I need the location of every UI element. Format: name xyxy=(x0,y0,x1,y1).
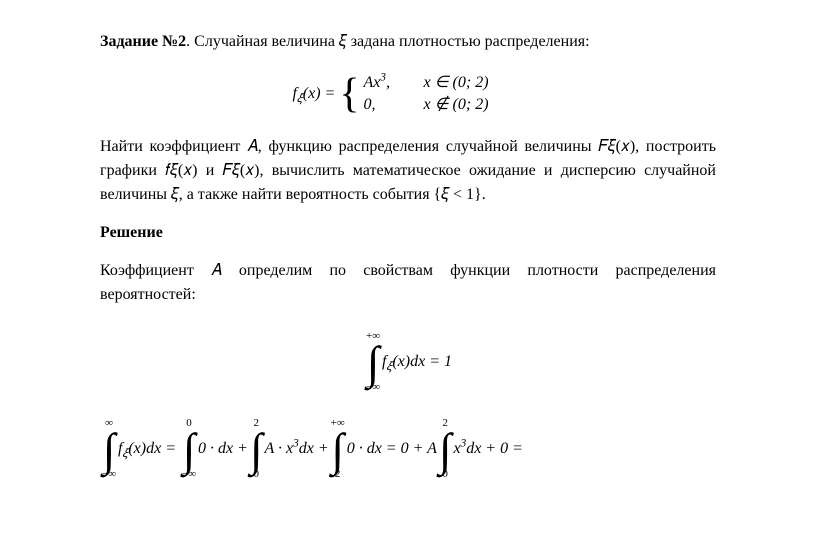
t2-body: 0 · dx + xyxy=(198,437,248,461)
integral-t3: 2 ∫ 0 xyxy=(250,418,263,481)
int1-bot: −∞ xyxy=(366,382,380,394)
t4-body: 0 · dx = 0 + A xyxy=(347,437,437,461)
density-arg: (x) = xyxy=(303,85,336,102)
t5-rest: dx + 0 = xyxy=(466,440,523,457)
piecewise-brace: { Ax3, x ∈ (0; 2) 0, x ∉ (0; 2) xyxy=(339,72,523,117)
piece1-comma: , xyxy=(386,74,390,91)
integral-t4: +∞ ∫ 2 xyxy=(331,418,345,481)
integral-t5: 2 ∫ 0 xyxy=(439,418,452,481)
t3-body: A · x xyxy=(265,440,294,457)
find-paragraph: Найти коэффициент 𝐴, функцию распределен… xyxy=(100,135,716,207)
integral-icon: ∫ xyxy=(367,343,380,382)
density-formula: f𝜉(x) = { Ax3, x ∈ (0; 2) 0, x ∉ (0; 2) xyxy=(100,72,716,117)
t3-bot: 0 xyxy=(253,469,259,481)
integral-symbol: +∞ ∫ −∞ xyxy=(366,331,380,394)
left-brace-icon: { xyxy=(339,78,359,112)
integral-icon: ∫ xyxy=(103,430,116,469)
t3-rest: dx + xyxy=(299,440,329,457)
integral-t1: ∞ ∫ −∞ xyxy=(102,418,116,481)
t5-body: x xyxy=(453,440,460,457)
integral-icon: ∫ xyxy=(439,430,452,469)
integral-expansion: ∞ ∫ −∞ f𝜉(x)dx = 0 ∫ −∞ 0 · dx + 2 ∫ 0 A… xyxy=(100,418,716,481)
normalization-integral: +∞ ∫ −∞ f𝜉(x)dx = 1 xyxy=(100,331,716,394)
piece2-left: 0, xyxy=(364,94,424,116)
task-text: . Случайная величина 𝜉 задана плотностью… xyxy=(186,33,589,50)
task-label: Задание №2 xyxy=(100,33,186,50)
solution-heading: Решение xyxy=(100,221,716,245)
t5-bot: 0 xyxy=(442,469,448,481)
piece2-right: x ∉ (0; 2) xyxy=(424,94,524,116)
piece1-left: Ax xyxy=(364,74,381,91)
integral-t2: 0 ∫ −∞ xyxy=(182,418,196,481)
task-statement: Задание №2. Случайная величина 𝜉 задана … xyxy=(100,30,716,54)
piece1-right: x ∈ (0; 2) xyxy=(424,72,524,94)
integral-icon: ∫ xyxy=(183,430,196,469)
t2-bot: −∞ xyxy=(182,469,196,481)
integral-icon: ∫ xyxy=(331,430,344,469)
t1-bot: −∞ xyxy=(102,469,116,481)
t4-bot: 2 xyxy=(335,469,341,481)
t1-rest: (x)dx = xyxy=(128,440,176,457)
solution-label: Решение xyxy=(100,224,163,241)
coef-paragraph: Коэффициент 𝐴 определим по свойствам фун… xyxy=(100,259,716,307)
int1-rest: (x)dx = 1 xyxy=(392,353,452,370)
integral-icon: ∫ xyxy=(250,430,263,469)
